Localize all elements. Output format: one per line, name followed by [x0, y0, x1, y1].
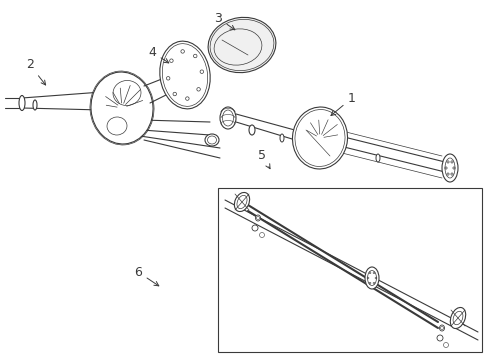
- Text: 6: 6: [134, 266, 159, 286]
- Ellipse shape: [19, 95, 25, 111]
- Ellipse shape: [248, 125, 254, 135]
- Ellipse shape: [439, 325, 444, 331]
- Ellipse shape: [204, 134, 219, 146]
- Ellipse shape: [208, 17, 275, 73]
- Ellipse shape: [91, 72, 153, 144]
- Ellipse shape: [255, 215, 260, 221]
- Ellipse shape: [33, 100, 37, 110]
- Ellipse shape: [160, 41, 210, 109]
- Bar: [218, 188, 481, 352]
- Ellipse shape: [251, 225, 258, 231]
- Ellipse shape: [375, 154, 379, 162]
- Ellipse shape: [449, 307, 465, 329]
- Text: 3: 3: [214, 12, 234, 30]
- Ellipse shape: [292, 107, 347, 169]
- Ellipse shape: [436, 335, 442, 341]
- Ellipse shape: [441, 154, 457, 182]
- Text: 4: 4: [148, 45, 168, 63]
- Ellipse shape: [280, 134, 284, 142]
- Text: 5: 5: [258, 149, 269, 169]
- Ellipse shape: [220, 107, 236, 129]
- Text: 1: 1: [330, 91, 355, 116]
- Ellipse shape: [234, 193, 249, 212]
- Text: 2: 2: [26, 58, 45, 85]
- Ellipse shape: [364, 267, 378, 289]
